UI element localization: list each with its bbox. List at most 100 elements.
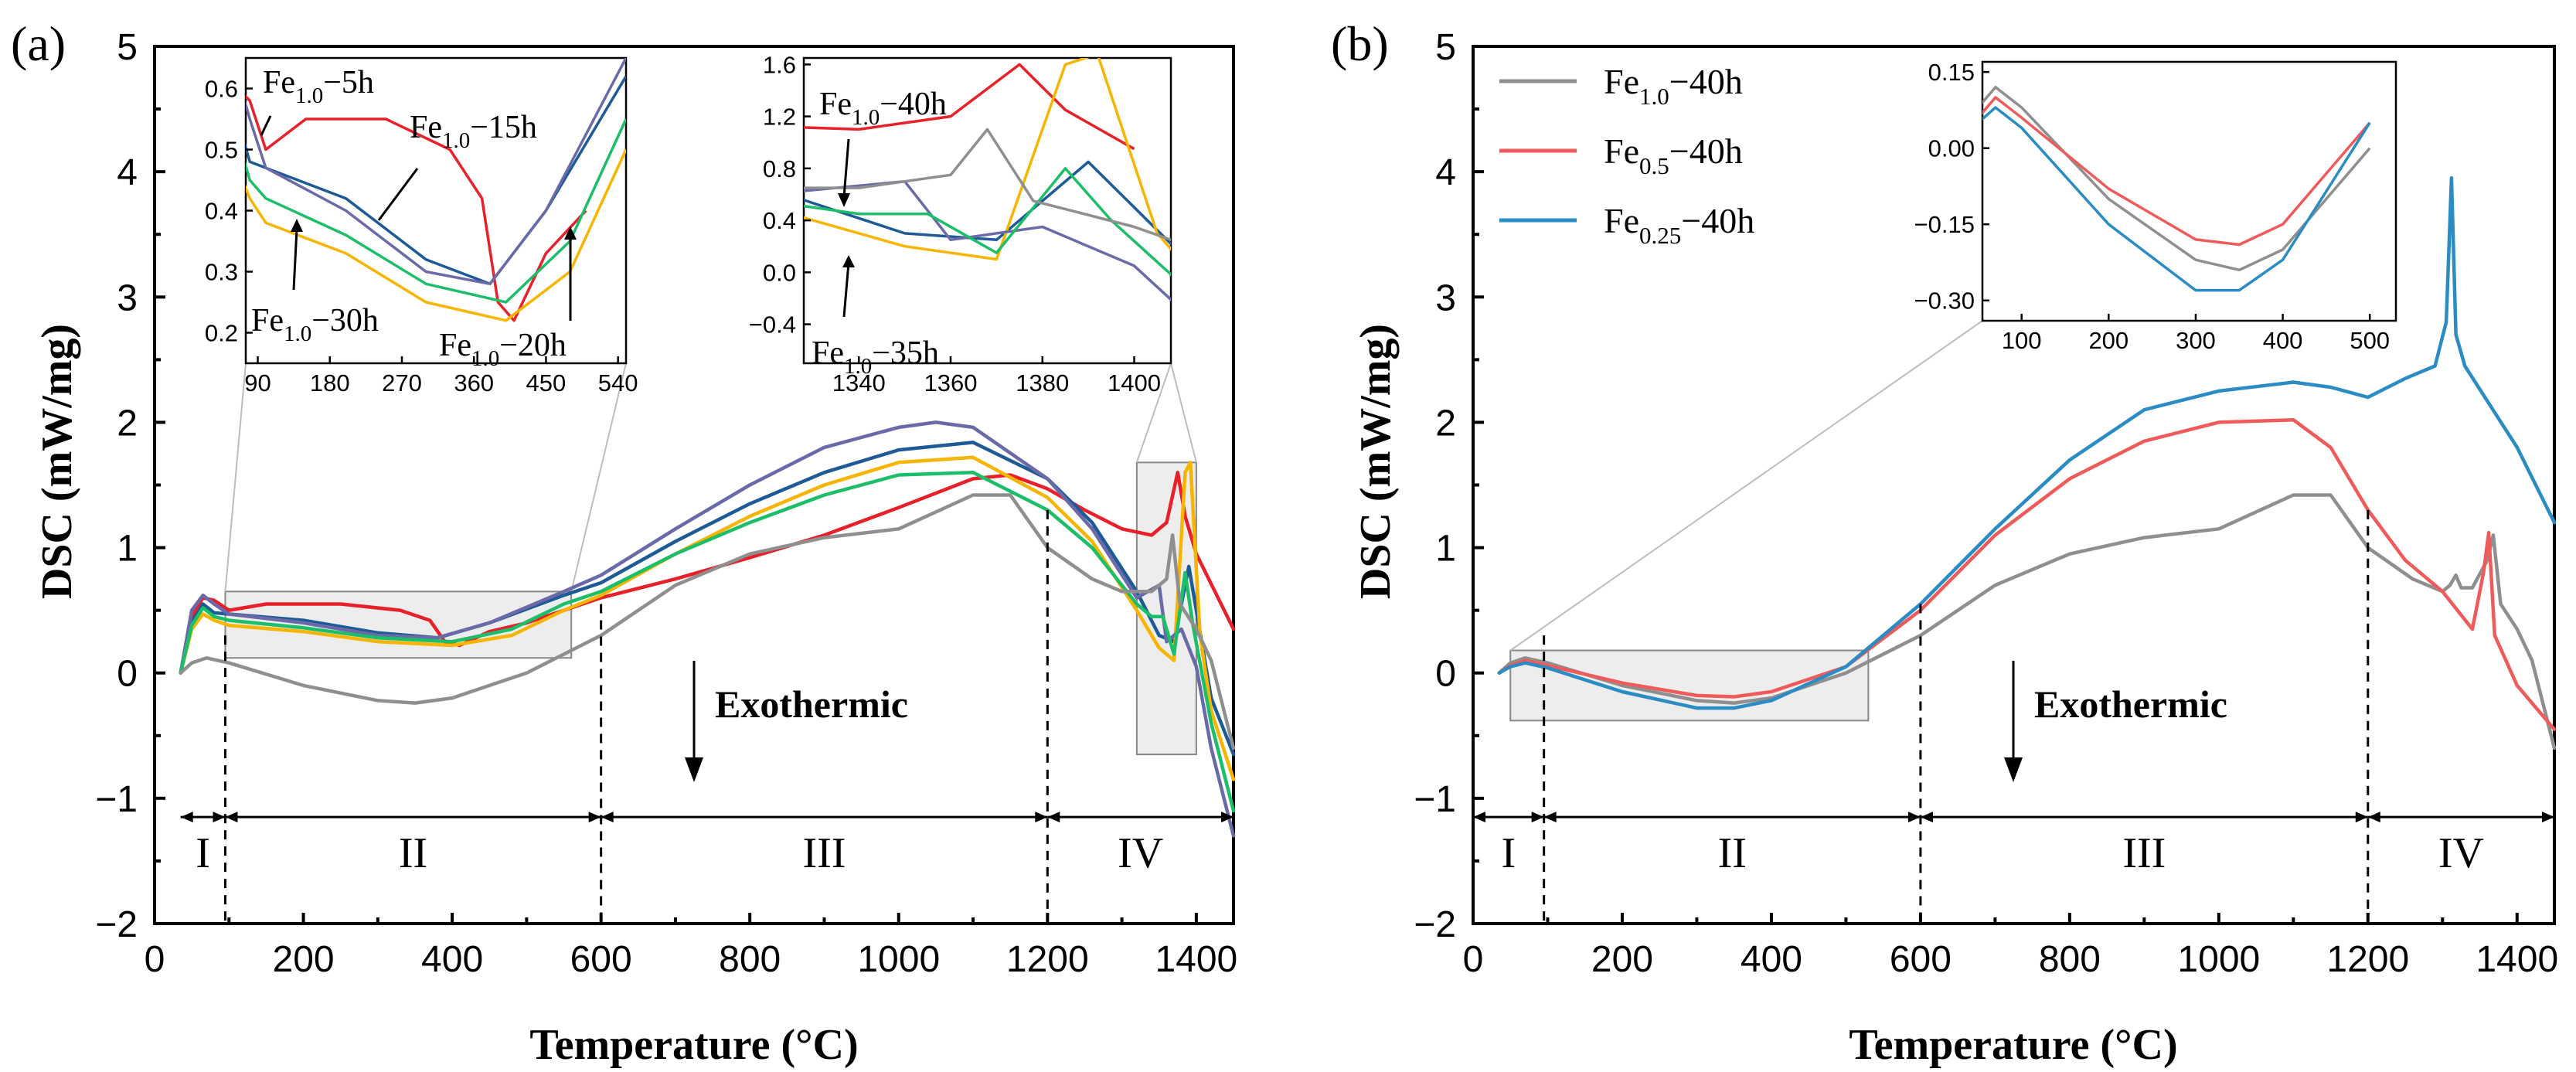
series-line: [179, 471, 1236, 813]
curve-annotation: Fe1.0−5h: [263, 65, 374, 108]
inset-x-tick-label: 1380: [1016, 369, 1069, 396]
panel-a-annotations: Fe1.0−5h Fe1.0−15h Fe1.0−30h Fe1.0−20h Fe1.0…: [251, 65, 947, 379]
inset-x-tick-label: 180: [310, 369, 350, 396]
exothermic-arrow-head: [685, 757, 703, 782]
annot-arrow: [260, 115, 272, 136]
region-arrowhead: [2355, 812, 2368, 823]
x-axis-title: Temperature (°C): [1849, 1021, 2177, 1069]
inset-series-line: [1982, 86, 2371, 272]
annot-arrow: [292, 228, 298, 291]
inset-series-line: [246, 148, 626, 322]
x-tick-label: 1400: [1155, 939, 1237, 980]
curve-annotation: Fe1.0−20h: [439, 328, 567, 371]
y-tick-label: −1: [1414, 779, 1456, 820]
inset-series-line: [804, 160, 1171, 246]
inset-y-tick-label: 0.5: [205, 137, 238, 164]
inset-x-tick-label: 450: [526, 369, 567, 396]
inset-x-tick-label: 100: [2002, 327, 2042, 354]
series-line: [179, 455, 1236, 781]
legend-label: Fe0.25−40h: [1604, 201, 1754, 249]
panel-b-regions: I II III IV: [1473, 509, 2554, 924]
series-line: [1497, 176, 2557, 710]
annot-arrowhead: [842, 255, 855, 267]
exothermic-label: Exothermic: [715, 682, 908, 726]
y-tick-label: 0: [1435, 654, 1456, 695]
region-arrowhead: [225, 812, 238, 823]
region-arrowhead: [1047, 812, 1060, 823]
y-tick-label: −2: [1414, 904, 1456, 945]
zoom-connector-line: [224, 362, 247, 592]
panel-b-series: [1497, 176, 2557, 750]
inset-x-tick-label: 540: [598, 369, 638, 396]
inset-series-line: [1982, 96, 2371, 247]
annot-arrowhead: [564, 226, 577, 240]
inset-x-tick-label: 200: [2088, 327, 2129, 354]
inset-y-tick-label: 0.4: [205, 198, 238, 225]
inset-series-line: [804, 128, 1171, 242]
region-arrowhead: [1920, 812, 1933, 823]
region-label: II: [1718, 829, 1747, 877]
region-label: IV: [2438, 829, 2484, 877]
y-tick-label: 4: [1435, 152, 1456, 193]
series-line: [179, 420, 1236, 838]
zoom-connector-line: [1509, 320, 1983, 652]
region-arrowhead: [1543, 812, 1557, 823]
curve-annotation: Fe1.0−40h: [819, 87, 947, 130]
x-tick-label: 800: [2039, 939, 2101, 980]
x-tick-label: 400: [1741, 939, 1802, 980]
inset-x-tick-label: 300: [2176, 327, 2216, 354]
region-arrowhead: [180, 812, 193, 823]
inset-y-tick-label: −0.30: [1914, 288, 1975, 315]
region-label: III: [2122, 829, 2166, 877]
x-tick-label: 800: [719, 939, 781, 980]
y-tick-label: 5: [1435, 27, 1456, 68]
inset-b1: 100 200 300 400 500 −0.30 −0.15 0.00 0.15: [1914, 59, 2397, 354]
x-tick-label: 600: [570, 939, 632, 980]
exothermic-label: Exothermic: [2034, 682, 2227, 726]
x-tick-label: 1400: [2476, 939, 2558, 980]
panel-a: (a) 0 200 400 600 800 1000 1200 1400−2−1012345 …: [11, 16, 1237, 1069]
inset-y-tick-label: 0.00: [1928, 135, 1975, 162]
inset-y-tick-label: 0.8: [763, 155, 796, 182]
region-arrowhead: [1221, 812, 1234, 823]
inset-x-tick-label: 90: [244, 369, 271, 396]
region-label: I: [196, 829, 210, 877]
panel-a-label: (a): [11, 16, 66, 71]
region-label: III: [803, 829, 846, 877]
inset-series-group: [804, 58, 1171, 301]
inset-series-line: [804, 63, 1135, 151]
annot-arrow: [842, 262, 850, 318]
inset-y-tick-label: −0.15: [1914, 211, 1975, 238]
panel-b: (b) 0 200 400 600 800 1000 1200 1400−2−1012345 …: [1331, 16, 2558, 1069]
y-tick-label: 4: [117, 152, 138, 193]
y-tick-label: 5: [117, 27, 138, 68]
curve-annotation: Fe1.0−35h: [812, 335, 939, 379]
region-arrowhead: [1473, 812, 1485, 823]
series-line: [179, 493, 1236, 750]
region-arrowhead: [1907, 812, 1921, 823]
x-tick-label: 200: [1591, 939, 1653, 980]
x-axis-title: Temperature (°C): [529, 1021, 858, 1069]
region-label: I: [1502, 829, 1516, 877]
y-tick-label: 3: [1435, 277, 1456, 318]
inset-a1: 90 180 270 360 450 540 0.2 0.3 0.4 0.5 0.6: [205, 56, 638, 396]
y-tick-label: −2: [95, 904, 138, 945]
x-tick-label: 0: [145, 939, 165, 980]
annot-arrow: [842, 138, 850, 198]
inset-x-tick-label: 1340: [832, 369, 886, 396]
x-tick-label: 1000: [857, 939, 940, 980]
inset-series-line: [804, 58, 1171, 261]
region-label: II: [399, 829, 427, 877]
series-line: [179, 471, 1236, 675]
region-arrowhead: [1531, 812, 1544, 823]
region-arrowhead: [1035, 812, 1048, 823]
zoom-region-box: [1509, 649, 1870, 722]
y-tick-label: 3: [117, 277, 138, 318]
inset-x-tick-label: 270: [382, 369, 422, 396]
inset-series-group: [246, 58, 626, 322]
inset-x-tick-label: 400: [2263, 327, 2303, 354]
x-tick-label: 200: [273, 939, 335, 980]
inset-series-group: [1982, 86, 2371, 292]
inset-x-tick-label: 500: [2350, 327, 2390, 354]
